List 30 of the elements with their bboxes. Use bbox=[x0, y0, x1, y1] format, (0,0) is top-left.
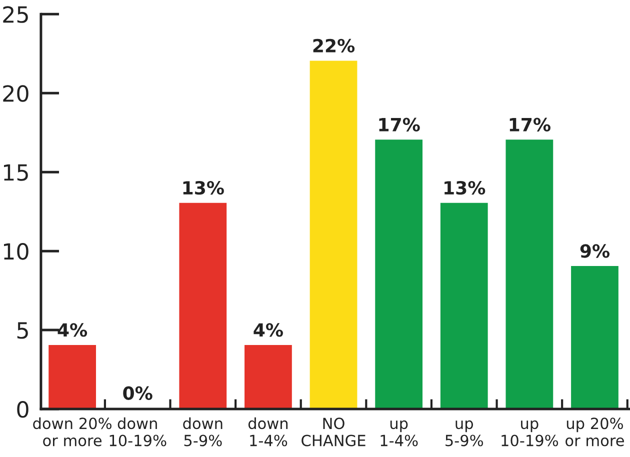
data-label: 9% bbox=[580, 244, 610, 258]
bar bbox=[506, 140, 554, 410]
x-tick-label: up 1-4% bbox=[380, 420, 418, 446]
y-tick-label: 5 bbox=[17, 322, 28, 339]
data-label: 13% bbox=[183, 180, 224, 195]
x-tick-label: down 5-9% bbox=[183, 417, 222, 446]
bar bbox=[310, 60, 358, 410]
x-tick-label: down 1-4% bbox=[248, 417, 288, 446]
data-label: 22% bbox=[313, 38, 355, 52]
data-label: 17% bbox=[379, 118, 420, 132]
bar bbox=[571, 266, 618, 410]
data-label: 17% bbox=[510, 118, 550, 132]
x-tick-label: up 10-19% bbox=[502, 420, 558, 446]
bar bbox=[440, 202, 488, 410]
bar bbox=[375, 140, 423, 410]
data-label: 4% bbox=[254, 323, 283, 337]
bar bbox=[48, 345, 96, 410]
x-tick-label: up 20% or more bbox=[566, 418, 624, 446]
y-tick-label: 20 bbox=[3, 85, 28, 102]
data-label: 13% bbox=[444, 180, 486, 195]
y-tick-label: 10 bbox=[4, 243, 28, 260]
y-tick-label: 0 bbox=[17, 400, 28, 418]
bar bbox=[244, 345, 292, 410]
x-tick-label: up 5-9% bbox=[446, 420, 484, 446]
y-tick-label: 25 bbox=[3, 6, 28, 23]
y-tick-label: 15 bbox=[4, 164, 28, 181]
data-label: 0% bbox=[123, 386, 152, 400]
data-label: 4% bbox=[58, 323, 88, 337]
x-tick-label: NO CHANGE bbox=[302, 418, 366, 446]
bar bbox=[179, 202, 227, 410]
